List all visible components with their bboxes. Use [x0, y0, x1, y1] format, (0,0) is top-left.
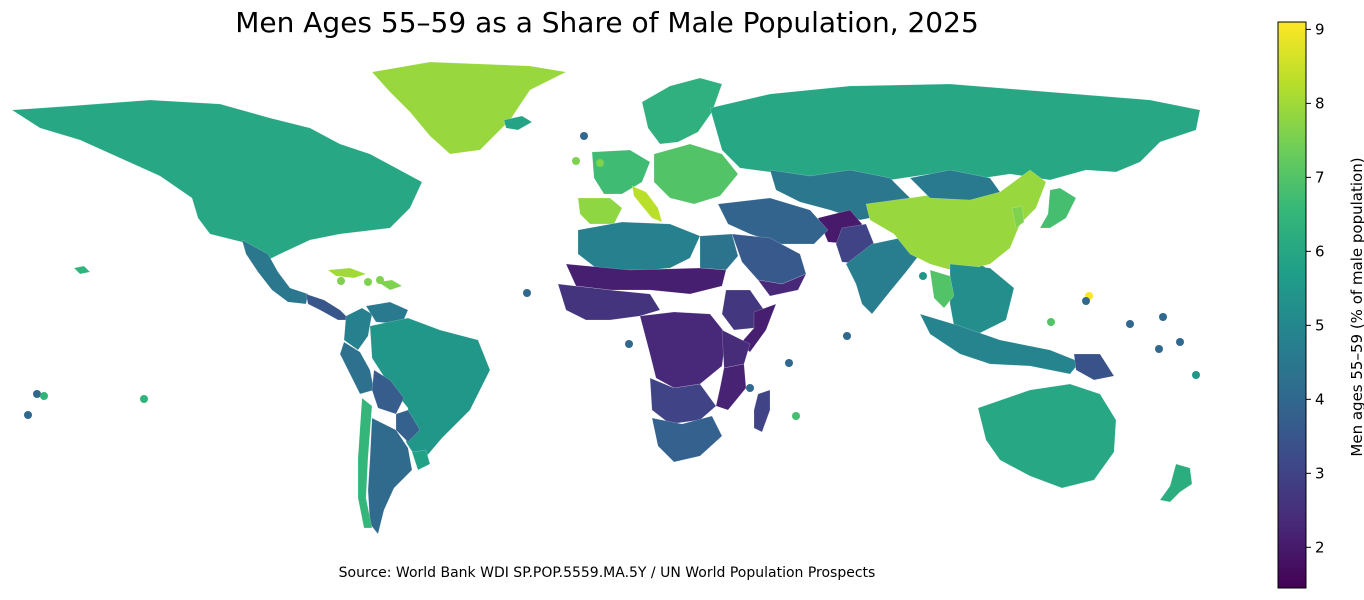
region-madagascar — [753, 389, 771, 433]
region-thailand — [929, 269, 955, 309]
region-mongolia — [909, 169, 1001, 201]
region-canada-usa — [11, 99, 423, 265]
region-middle-east — [717, 197, 829, 245]
colorbar-tick-label: 8 — [1315, 94, 1325, 112]
island-marker — [597, 176, 605, 184]
island-marker — [140, 395, 148, 403]
island-marker — [625, 340, 633, 348]
region-spain — [577, 197, 623, 225]
region-puerto-rico — [377, 279, 403, 291]
chart-title: Men Ages 55–59 as a Share of Male Popula… — [235, 6, 979, 39]
region-yemen — [757, 273, 807, 297]
island-marker — [1192, 371, 1200, 379]
region-russia — [709, 83, 1201, 181]
region-chile — [357, 397, 373, 529]
region-mozambique — [715, 363, 747, 411]
region-eastern-europe — [653, 143, 739, 205]
region-australia — [977, 383, 1117, 489]
island-marker — [1082, 297, 1090, 305]
colorbar-tick-label: 4 — [1315, 390, 1325, 408]
region-paraguay — [395, 409, 421, 443]
island-marker — [24, 411, 32, 419]
region-greenland — [371, 61, 567, 155]
island-marker — [843, 332, 851, 340]
island-marker — [1155, 345, 1163, 353]
island-marker — [40, 392, 48, 400]
source-note: Source: World Bank WDI SP.POP.5559.MA.5Y… — [338, 565, 876, 581]
region-east-africa — [721, 329, 751, 369]
region-central-africa — [639, 311, 727, 389]
island-marker — [580, 132, 588, 140]
region-scandinavia — [641, 77, 723, 145]
island-marker — [596, 159, 604, 167]
island-marker — [364, 278, 372, 286]
colorbar-label: Men ages 55–59 (% of male population) — [1348, 157, 1364, 457]
colorbar-tick-label: 7 — [1315, 168, 1325, 186]
region-japan — [1039, 187, 1077, 229]
world-map — [11, 61, 1201, 535]
island-marker — [1047, 318, 1055, 326]
region-venezuela — [365, 301, 409, 325]
region-argentina — [367, 417, 413, 535]
region-papua-new-guinea — [1073, 353, 1115, 381]
region-uruguay — [411, 449, 431, 471]
region-north-africa — [577, 221, 701, 273]
region-cuba — [327, 267, 367, 279]
region-peru — [339, 341, 375, 395]
region-western-europe — [591, 149, 651, 195]
region-south-africa — [651, 415, 723, 463]
island-marker — [978, 266, 986, 274]
island-marker — [746, 384, 754, 392]
island-marker — [792, 412, 800, 420]
island-marker — [785, 359, 793, 367]
region-india — [845, 237, 921, 315]
island-marker — [919, 272, 927, 280]
region-colombia — [343, 307, 373, 351]
region-new-zealand — [1159, 463, 1193, 503]
island-marker — [523, 289, 531, 297]
region-southeast-asia — [949, 263, 1015, 335]
colorbar-gradient — [1277, 21, 1307, 589]
island-marker — [1159, 313, 1167, 321]
colorbar-tick-label: 5 — [1315, 316, 1325, 334]
colorbar-tick-label: 2 — [1315, 538, 1325, 556]
region-southern-africa — [649, 377, 717, 425]
island-marker — [572, 157, 580, 165]
region-central-america — [305, 293, 351, 321]
region-iceland — [503, 115, 533, 131]
region-korea — [1011, 205, 1025, 229]
island-marker — [337, 277, 345, 285]
region-sahel — [565, 263, 727, 295]
island-marker — [33, 390, 41, 398]
region-italy — [631, 185, 663, 223]
region-mexico — [241, 239, 309, 305]
region-egypt — [699, 233, 739, 271]
colorbar-tick-label: 6 — [1315, 242, 1325, 260]
island-marker — [1176, 338, 1184, 346]
colorbar-tick-label: 3 — [1315, 464, 1325, 482]
region-somalia — [739, 303, 777, 353]
island-marker — [1126, 320, 1134, 328]
region-indonesia — [919, 313, 1081, 375]
colorbar-tick-label: 9 — [1315, 20, 1325, 38]
island-marker — [376, 276, 384, 284]
colorbar: 2 3 4 5 6 7 8 9 — [1277, 20, 1325, 589]
region-hawaii — [73, 265, 91, 275]
